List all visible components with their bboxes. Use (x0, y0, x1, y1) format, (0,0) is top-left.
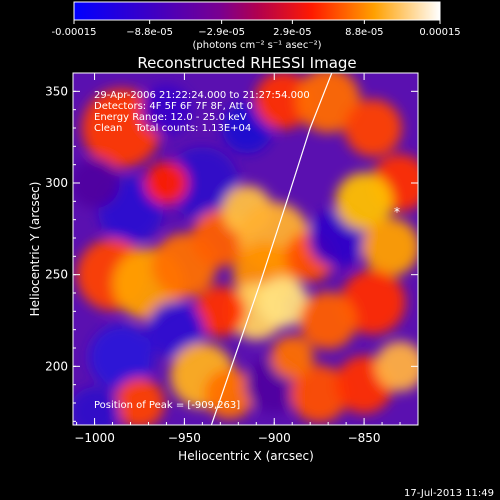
annotation-time-range: 29-Apr-2006 21:22:24.000 to 21:27:54.000 (94, 90, 310, 101)
y-axis-label: Heliocentric Y (arcsec) (28, 182, 42, 317)
heatmap-blob (254, 73, 312, 130)
heatmap-blob (73, 157, 120, 209)
heatmap-blob (295, 73, 361, 133)
solar-limb-curve (210, 73, 333, 425)
heatmap-blob (290, 365, 348, 423)
y-axis: 200 250 300 350 (45, 72, 418, 422)
heatmap-blob (81, 88, 162, 168)
heatmap-blob (114, 377, 165, 425)
heatmap-blob (144, 161, 188, 205)
colorbar: -0.00015 −8.8e-05 −2.9e-05 2.9e-05 8.8e-05 0.… (52, 1, 461, 51)
heatmap-blob (141, 84, 192, 135)
colorbar-tick-label: 0.00015 (419, 27, 460, 38)
annotation-energy-range: Energy Range: 12.0 - 25.0 keV (94, 112, 247, 123)
heatmap-blobs (73, 73, 418, 425)
x-axis-label: Heliocentric X (arcsec) (178, 449, 314, 463)
heatmap-blob (258, 277, 309, 328)
colorbar-tick-label: −8.8e-05 (126, 27, 173, 38)
annotation-detectors: Detectors: 4F 5F 6F 7F 8F, Att 0 (94, 101, 253, 112)
colorbar-unit-label: (photons cm⁻² s⁻¹ asec⁻²) (192, 40, 321, 51)
heatmap-blob (374, 341, 418, 392)
peak-marker: * (394, 205, 400, 219)
colorbar-tick-label: 2.9e-05 (273, 27, 311, 38)
annotation-clean-counts: Clean Total counts: 1.13E+04 (94, 123, 251, 134)
peak-position-label: Position of Peak = [-909,263] (94, 400, 240, 411)
heatmap-blob (204, 368, 255, 419)
heatmap-blob (146, 300, 205, 359)
heatmap-blob (270, 335, 314, 379)
heatmap-blob (340, 269, 406, 335)
chart-title: Reconstructed RHESSI Image (137, 54, 356, 72)
y-tick-label: 300 (45, 176, 68, 190)
heatmap-blob (344, 99, 402, 157)
x-tick-label: −900 (258, 431, 291, 445)
heatmap-blob (89, 324, 154, 390)
heatmap-blob (335, 172, 393, 231)
heatmap-blob (166, 147, 239, 219)
annotation-block: 29-Apr-2006 21:22:24.000 to 21:27:54.000… (94, 90, 310, 134)
plot-area: * (73, 73, 418, 425)
heatmap-blob (362, 218, 418, 276)
heatmap-blob (299, 291, 357, 350)
heatmap-blob (73, 387, 120, 425)
colorbar-tick-label: −2.9e-05 (198, 27, 245, 38)
x-tick-label: −1000 (74, 431, 115, 445)
x-axis: −1000 −950 −900 −850 (74, 73, 419, 445)
colorbar-gradient (73, 1, 441, 21)
plot-frame (72, 72, 419, 426)
colorbar-ticks: -0.00015 −8.8e-05 −2.9e-05 2.9e-05 8.8e-05 0.… (52, 20, 461, 38)
x-tick-label: −850 (348, 431, 381, 445)
y-tick-label: 200 (45, 359, 68, 373)
footer-date: 17-Jul-2013 11:49 (404, 488, 494, 499)
x-tick-label: −950 (168, 431, 201, 445)
heatmap-blob (195, 286, 246, 337)
colorbar-tick-label: 8.8e-05 (345, 27, 383, 38)
y-tick-label: 350 (45, 84, 68, 98)
y-tick-label: 250 (45, 268, 68, 282)
colorbar-tick-label: -0.00015 (52, 27, 97, 38)
